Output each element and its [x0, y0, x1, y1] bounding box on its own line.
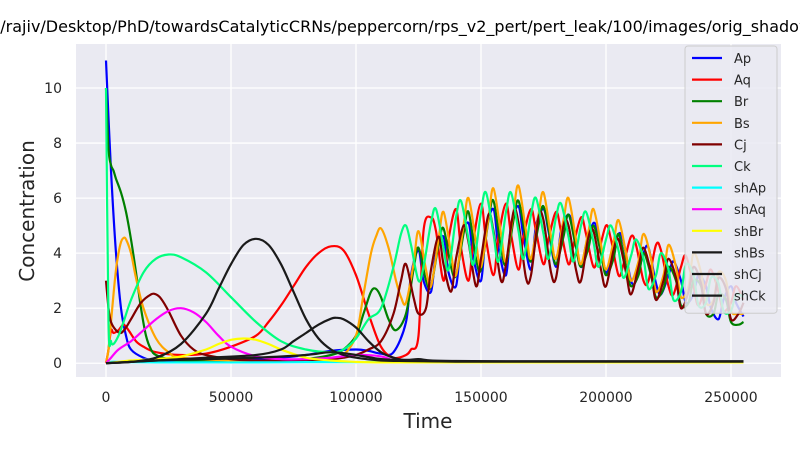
- x-tick-label: 50000: [209, 390, 254, 406]
- x-tick-label: 250000: [704, 390, 757, 406]
- legend-entry: shCj: [734, 268, 762, 283]
- chart-title: sers/rajiv/Desktop/PhD/towardsCatalyticC…: [0, 17, 800, 37]
- y-tick-label: 2: [53, 301, 62, 317]
- legend-entry: Ck: [734, 160, 751, 175]
- legend-box: [684, 45, 778, 314]
- legend-entry: shCk: [734, 290, 766, 305]
- legend-entry: Cj: [734, 138, 747, 153]
- y-tick-label: 0: [53, 356, 62, 372]
- series-line-shck: [105, 351, 744, 365]
- legend-entry: shBr: [734, 225, 764, 240]
- series-line-aq: [104, 202, 745, 364]
- y-axis-label: Concentration: [15, 140, 39, 281]
- y-tick-label: 8: [53, 136, 62, 152]
- x-tick-label: 100000: [329, 390, 382, 406]
- legend-entry: Bs: [734, 117, 750, 132]
- legend: Ap Aq Br Bs Cj Ck shAp shAq shBr shBs shCj shCk: [684, 45, 778, 314]
- legend-entry: Aq: [734, 74, 751, 89]
- legend-entry: Ap: [734, 52, 751, 67]
- legend-entry: shBs: [734, 246, 765, 261]
- y-tick-label: 6: [53, 191, 62, 207]
- y-tick-label: 4: [53, 246, 62, 262]
- y-tick-label: 10: [44, 81, 62, 97]
- legend-entry: shAp: [734, 182, 766, 197]
- series-line-ck: [104, 87, 745, 354]
- x-axis-label: Time: [403, 409, 453, 433]
- x-tick-label: 200000: [579, 390, 632, 406]
- legend-entry: shAq: [734, 203, 766, 218]
- x-tick-label: 0: [102, 390, 111, 406]
- plot-area: [76, 44, 781, 377]
- x-tick-label: 150000: [454, 390, 507, 406]
- legend-entry: Br: [734, 95, 749, 110]
